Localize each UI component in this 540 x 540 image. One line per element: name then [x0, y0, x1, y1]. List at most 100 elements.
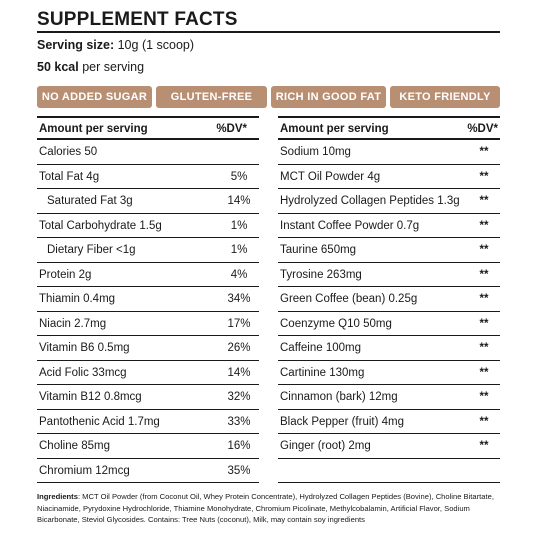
left-nutrient-table: Amount per serving %DV* Calories 50 Tota…	[37, 116, 259, 483]
row-label: Total Carbohydrate 1.5g	[39, 219, 162, 232]
row-dv: **	[479, 342, 489, 354]
table-row: Sodium 10mg **	[278, 140, 500, 165]
row-dv: 17%	[227, 317, 251, 330]
row-dv: 26%	[227, 342, 251, 354]
badge-keto-friendly: KETO FRIENDLY	[390, 86, 500, 108]
row-dv: **	[479, 440, 489, 452]
row-label: Hydrolyzed Collagen Peptides 1.3g	[280, 195, 460, 207]
table-row: Niacin 2.7mg 17%	[37, 312, 259, 336]
row-dv: **	[479, 415, 489, 428]
row-label: Total Fat 4g	[39, 170, 100, 183]
table-row: Cartinine 130mg **	[278, 361, 500, 385]
title-divider	[37, 31, 500, 33]
row-label: Coenzyme Q10 50mg	[280, 317, 392, 330]
table-row: Calories 50	[37, 140, 259, 165]
table-header: Amount per serving %DV*	[278, 116, 500, 140]
row-label: Green Coffee (bean) 0.25g	[280, 293, 418, 305]
row-dv: 14%	[227, 195, 251, 207]
row-label: Thiamin 0.4mg	[39, 293, 116, 305]
table-row: Instant Coffee Powder 0.7g **	[278, 214, 500, 238]
row-dv: 16%	[227, 440, 251, 452]
row-dv: 4%	[230, 268, 248, 281]
row-dv: 14%	[227, 366, 251, 379]
row-dv: 32%	[227, 391, 251, 403]
page-title: SUPPLEMENT FACTS	[37, 9, 238, 30]
table-row: Caffeine 100mg **	[278, 336, 500, 361]
kcal-suffix: per serving	[82, 60, 145, 74]
row-label: Ginger (root) 2mg	[280, 440, 371, 452]
row-label: Choline 85mg	[39, 440, 110, 452]
row-dv: 34%	[227, 293, 251, 305]
badge-gluten-free: GLUTEN-FREE	[156, 86, 267, 108]
table-header: Amount per serving %DV*	[37, 116, 259, 140]
row-label: Taurine 650mg	[280, 244, 357, 256]
table-row: Acid Folic 33mcg 14%	[37, 361, 259, 385]
table-row: Choline 85mg 16%	[37, 434, 259, 459]
ingredients-label: Ingredients	[37, 492, 78, 501]
row-dv: **	[479, 219, 489, 232]
table-row: Total Fat 4g 5%	[37, 165, 259, 189]
table-row	[278, 459, 500, 483]
header-amount-label: Amount per serving	[280, 123, 389, 135]
calories-per-serving: 50 kcal per serving	[37, 60, 144, 74]
row-label: Caffeine 100mg	[280, 342, 361, 354]
row-label: Sodium 10mg	[280, 146, 351, 158]
row-label: MCT Oil Powder 4g	[280, 170, 381, 183]
row-label: Black Pepper (fruit) 4mg	[280, 415, 404, 428]
row-dv: **	[479, 293, 489, 305]
row-dv: **	[479, 317, 489, 330]
ingredients-text: Ingredients: MCT Oil Powder (from Coconu…	[37, 491, 507, 526]
row-label: Instant Coffee Powder 0.7g	[280, 219, 420, 232]
table-row: Coenzyme Q10 50mg **	[278, 312, 500, 336]
row-label: Pantothenic Acid 1.7mg	[39, 415, 160, 428]
table-row: Pantothenic Acid 1.7mg 33%	[37, 410, 259, 434]
table-row: Hydrolyzed Collagen Peptides 1.3g **	[278, 189, 500, 214]
header-amount-label: Amount per serving	[39, 123, 148, 135]
serving-size: Serving size: 10g (1 scoop)	[37, 38, 194, 52]
table-row: Thiamin 0.4mg 34%	[37, 287, 259, 312]
row-label: Cartinine 130mg	[280, 366, 365, 379]
table-row: Dietary Fiber <1g 1%	[37, 238, 259, 263]
table-row: Taurine 650mg **	[278, 238, 500, 263]
row-label: Protein 2g	[39, 268, 92, 281]
row-label: Cinnamon (bark) 12mg	[280, 391, 398, 403]
row-dv: 35%	[227, 464, 251, 477]
row-dv: 5%	[230, 170, 248, 183]
header-dv-label: %DV*	[467, 123, 498, 135]
ingredients-list: : MCT Oil Powder (from Coconut Oil, Whey…	[37, 492, 494, 524]
badge-row: NO ADDED SUGAR GLUTEN-FREE RICH IN GOOD …	[37, 86, 500, 108]
row-dv: **	[479, 146, 489, 158]
row-dv: **	[479, 170, 489, 183]
table-row: MCT Oil Powder 4g **	[278, 165, 500, 189]
table-row: Ginger (root) 2mg **	[278, 434, 500, 459]
header-dv-label: %DV*	[216, 123, 247, 135]
row-label: Acid Folic 33mcg	[39, 366, 127, 379]
row-dv: **	[479, 391, 489, 403]
table-row: Chromium 12mcg 35%	[37, 459, 259, 483]
table-row: Total Carbohydrate 1.5g 1%	[37, 214, 259, 238]
row-dv: 33%	[227, 415, 251, 428]
row-label: Niacin 2.7mg	[39, 317, 107, 330]
table-row: Tyrosine 263mg **	[278, 263, 500, 287]
row-label: Vitamin B12 0.8mcg	[39, 391, 142, 403]
table-row: Vitamin B6 0.5mg 26%	[37, 336, 259, 361]
table-row: Vitamin B12 0.8mcg 32%	[37, 385, 259, 410]
table-row: Cinnamon (bark) 12mg **	[278, 385, 500, 410]
row-dv: **	[479, 268, 489, 281]
right-nutrient-table: Amount per serving %DV* Sodium 10mg ** MC…	[278, 116, 500, 483]
row-label: Dietary Fiber <1g	[47, 244, 136, 256]
row-dv: **	[479, 366, 489, 379]
table-row: Saturated Fat 3g 14%	[37, 189, 259, 214]
table-row: Green Coffee (bean) 0.25g **	[278, 287, 500, 312]
kcal-value: 50 kcal	[37, 60, 79, 74]
row-label: Chromium 12mcg	[39, 464, 130, 477]
row-dv: 1%	[230, 219, 248, 232]
badge-no-added-sugar: NO ADDED SUGAR	[37, 86, 152, 108]
row-dv: 1%	[230, 244, 248, 256]
badge-rich-in-good-fat: RICH IN GOOD FAT	[271, 86, 386, 108]
row-dv: **	[479, 195, 489, 207]
row-label: Saturated Fat 3g	[47, 195, 133, 207]
row-label: Vitamin B6 0.5mg	[39, 342, 130, 354]
serving-size-value: 10g (1 scoop)	[117, 38, 195, 52]
serving-size-label: Serving size:	[37, 38, 115, 52]
